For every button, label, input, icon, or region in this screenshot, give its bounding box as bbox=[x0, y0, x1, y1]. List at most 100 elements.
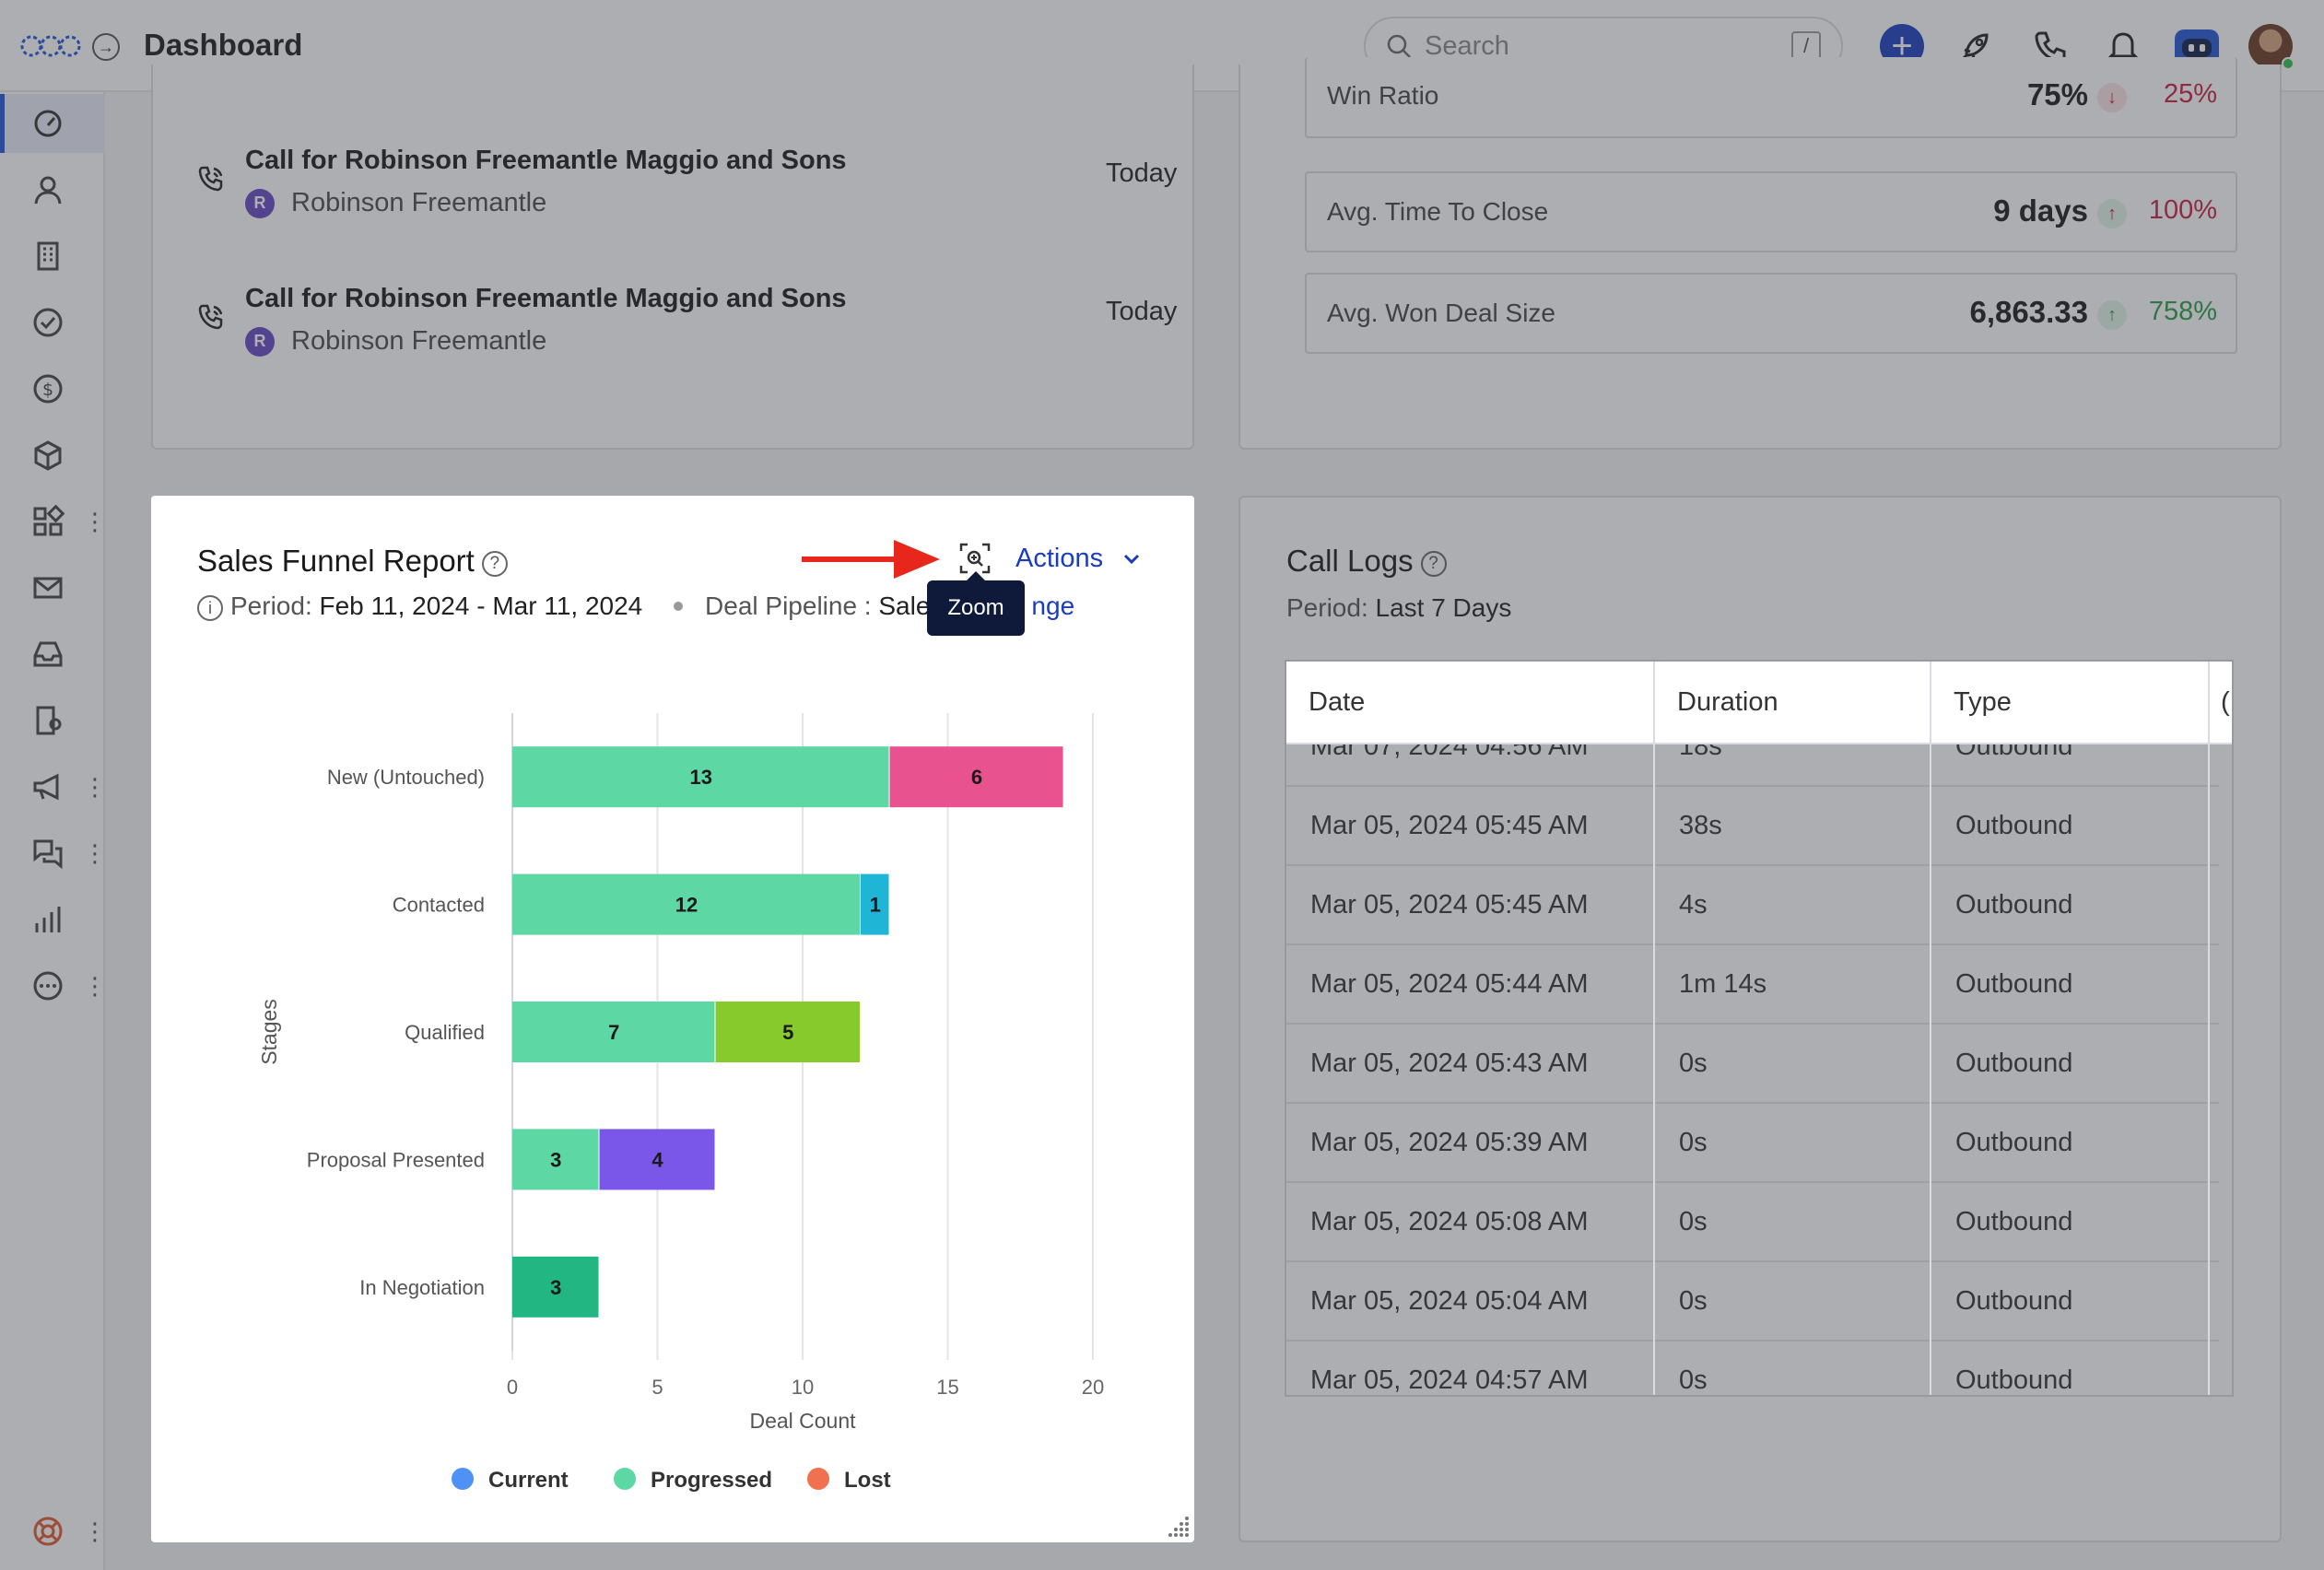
table-row[interactable]: Mar 05, 2024 05:44 AM 1m 14s Outbound bbox=[1286, 945, 2219, 1025]
phone-icon bbox=[198, 304, 223, 330]
cell-type: Outbound bbox=[1955, 1207, 2073, 1236]
activity-item[interactable]: Call for Robinson Freemantle Maggio and … bbox=[153, 146, 1194, 256]
table-row[interactable]: Mar 05, 2024 05:08 AM 0s Outbound bbox=[1286, 1183, 2219, 1262]
sales-funnel-card: Sales Funnel Report? i Period: Feb 11, 20… bbox=[151, 496, 1194, 1542]
sidebar-item-deals[interactable]: $ bbox=[0, 359, 105, 418]
bar-chart-icon bbox=[35, 907, 61, 932]
bar-segment bbox=[889, 746, 1063, 808]
activity-contact[interactable]: R Robinson Freemantle bbox=[245, 326, 546, 357]
change-pipeline-link[interactable]: nge bbox=[1031, 592, 1075, 620]
megaphone-icon bbox=[33, 773, 59, 801]
check-circle-icon bbox=[33, 308, 63, 337]
call-logs-table[interactable]: Date Duration Type ( Mar 07, 2024 04:56 … bbox=[1285, 660, 2234, 1397]
bar-value-label: 1 bbox=[870, 894, 881, 917]
legend-swatch bbox=[614, 1468, 636, 1490]
contact-icon bbox=[34, 176, 62, 205]
sidebar-more-icon[interactable]: ⋮ bbox=[83, 839, 107, 867]
bar-segment bbox=[512, 873, 860, 935]
activity-item[interactable]: Call for Robinson Freemantle Maggio and … bbox=[153, 284, 1194, 394]
legend-label: Current bbox=[488, 1468, 569, 1493]
activity-contact[interactable]: R Robinson Freemantle bbox=[245, 188, 546, 218]
stat-avg-won-deal-size: Avg. Won Deal Size 6,863.33 ↑ 758% bbox=[1305, 273, 2237, 354]
arrow-up-icon: ↑ bbox=[2097, 199, 2127, 228]
app-logo-icon[interactable] bbox=[20, 31, 81, 61]
stat-change: 100% bbox=[2148, 195, 2217, 225]
speedometer-icon bbox=[34, 110, 62, 137]
bar-segment bbox=[861, 873, 889, 935]
stat-change: 25% bbox=[2163, 79, 2217, 109]
table-row[interactable]: Mar 05, 2024 05:45 AM 4s Outbound bbox=[1286, 866, 2219, 945]
cell-date: Mar 05, 2024 05:39 AM bbox=[1310, 1128, 1589, 1157]
call-logs-title-text: Call Logs bbox=[1286, 544, 1414, 578]
table-row[interactable]: Mar 05, 2024 04:57 AM 0s Outbound bbox=[1286, 1342, 2219, 1395]
sidebar-item-dashboard[interactable] bbox=[0, 94, 105, 153]
bar-segment bbox=[512, 1002, 715, 1062]
search-input[interactable] bbox=[1425, 30, 1784, 62]
x-tick-label: 20 bbox=[1082, 1376, 1104, 1399]
cell-type: Outbound bbox=[1955, 1128, 2073, 1157]
sidebar-item-email[interactable] bbox=[0, 558, 105, 617]
activities-card: Call for Robinson Freemantle Maggio and … bbox=[151, 64, 1194, 450]
stat-value: 6,863.33 bbox=[1969, 295, 2088, 329]
chat-icon bbox=[33, 839, 63, 870]
table-row[interactable]: Mar 05, 2024 05:45 AM 38s Outbound bbox=[1286, 787, 2219, 866]
column-header-duration[interactable]: Duration bbox=[1677, 687, 1778, 717]
bar-value-label: 5 bbox=[782, 1021, 793, 1044]
contact-name[interactable]: Robinson Freemantle bbox=[291, 326, 547, 356]
sidebar-item-contacts[interactable] bbox=[0, 160, 105, 219]
bar-value-label: 3 bbox=[550, 1148, 561, 1171]
help-icon[interactable]: ? bbox=[481, 551, 508, 577]
sidebar-item-accounts[interactable] bbox=[0, 227, 105, 286]
y-tick-label: Contacted bbox=[393, 894, 485, 917]
activity-title[interactable]: Call for Robinson Freemantle Maggio and … bbox=[245, 284, 847, 313]
zoom-icon[interactable] bbox=[958, 542, 992, 575]
column-header-type[interactable]: Type bbox=[1954, 687, 2012, 717]
y-tick-label: Qualified bbox=[405, 1021, 485, 1044]
sidebar-item-help[interactable]: ⋮ bbox=[0, 1502, 107, 1561]
x-tick-label: 10 bbox=[792, 1376, 814, 1399]
legend-label: Lost bbox=[844, 1468, 891, 1493]
sidebar-more-icon[interactable]: ⋮ bbox=[83, 972, 107, 1000]
sales-funnel-chart: 0 5 10 15 20 New (Untouched) 13 6 Contacted 12 1 Qu… bbox=[257, 713, 1104, 1493]
sidebar-more-icon[interactable]: ⋮ bbox=[83, 773, 107, 801]
phone-icon bbox=[198, 166, 223, 192]
actions-dropdown[interactable]: Actions bbox=[1015, 544, 1142, 574]
sidebar-more-icon[interactable]: ⋮ bbox=[83, 508, 107, 535]
pipeline-label: Deal Pipeline : bbox=[705, 592, 872, 620]
column-header-more[interactable]: ( bbox=[2221, 687, 2230, 717]
search-icon bbox=[1387, 34, 1411, 58]
building-icon bbox=[37, 241, 59, 271]
table-row[interactable]: Mar 05, 2024 05:43 AM 0s Outbound bbox=[1286, 1025, 2219, 1104]
column-divider bbox=[1930, 662, 1931, 1395]
contact-name[interactable]: Robinson Freemantle bbox=[291, 188, 547, 217]
stat-win-ratio: Win Ratio 75% ↓ 25% bbox=[1305, 57, 2237, 138]
info-icon: i bbox=[197, 595, 223, 621]
sidebar-item-apps[interactable]: ⋮ bbox=[0, 492, 107, 551]
mail-icon bbox=[33, 577, 63, 599]
column-divider bbox=[1653, 662, 1655, 1395]
sidebar-item-more[interactable]: ⋮ bbox=[0, 956, 107, 1015]
activity-title[interactable]: Call for Robinson Freemantle Maggio and … bbox=[245, 146, 847, 175]
expand-sidebar-button[interactable]: → bbox=[92, 33, 120, 61]
resize-handle-icon[interactable] bbox=[1165, 1511, 1191, 1537]
period-label: Period: bbox=[1286, 593, 1368, 622]
sidebar-item-chat[interactable]: ⋮ bbox=[0, 824, 107, 883]
sidebar-more-icon[interactable]: ⋮ bbox=[83, 1517, 107, 1545]
more-circle-icon bbox=[33, 971, 63, 1001]
sidebar-item-documents[interactable] bbox=[0, 691, 105, 750]
stat-label: Avg. Won Deal Size bbox=[1327, 299, 1555, 327]
sidebar-item-reports[interactable] bbox=[0, 890, 105, 949]
call-logs-title: Call Logs? bbox=[1286, 544, 1447, 579]
help-icon[interactable]: ? bbox=[1420, 551, 1447, 577]
table-row[interactable]: Mar 05, 2024 05:39 AM 0s Outbound bbox=[1286, 1104, 2219, 1183]
bar-value-label: 4 bbox=[651, 1148, 663, 1171]
sidebar-item-inbox[interactable] bbox=[0, 625, 105, 684]
period-label: Period: bbox=[230, 592, 312, 620]
bar-value-label: 12 bbox=[675, 894, 698, 917]
sidebar-item-campaigns[interactable]: ⋮ bbox=[0, 757, 107, 816]
table-row[interactable]: Mar 05, 2024 05:04 AM 0s Outbound bbox=[1286, 1262, 2219, 1342]
sidebar-item-tasks[interactable] bbox=[0, 293, 105, 352]
column-header-date[interactable]: Date bbox=[1309, 687, 1366, 717]
apps-grid-icon bbox=[33, 505, 65, 536]
sidebar-item-products[interactable] bbox=[0, 426, 105, 485]
